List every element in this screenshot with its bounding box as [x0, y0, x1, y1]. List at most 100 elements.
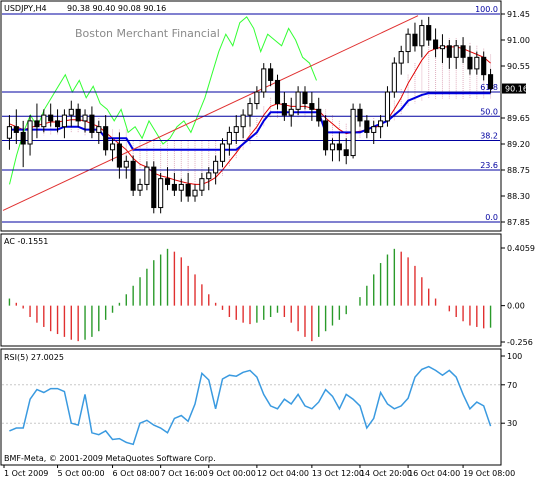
candle-body: [103, 126, 109, 151]
candle-body: [96, 126, 102, 133]
candle-body: [240, 114, 246, 128]
candle-body: [488, 74, 494, 90]
candlesticks: [6, 16, 494, 214]
rsi-axis-tick-label: 70: [507, 381, 517, 390]
candle-body: [323, 120, 329, 151]
candle-body: [281, 103, 287, 116]
price-axis-tick-label: 91.45: [507, 10, 530, 19]
candle-body: [460, 45, 466, 58]
candle-body: [13, 126, 19, 133]
candle-body: [27, 120, 33, 145]
price-axis-tick-label: 89.20: [507, 140, 530, 149]
candle-body: [261, 68, 267, 93]
ac-pane-title: AC -0.1551: [4, 237, 48, 246]
rsi-pane-title: RSI(5) 27.0025: [4, 353, 64, 362]
time-axis-tick-label: 13 Oct 12:00: [312, 469, 364, 478]
candle-body: [412, 33, 418, 47]
candle-body: [453, 45, 459, 58]
candle-body: [206, 172, 212, 180]
candle-body: [329, 143, 336, 151]
candle-body: [20, 131, 26, 145]
candle-body: [433, 39, 439, 50]
candle-body: [467, 56, 473, 70]
candle-body: [109, 143, 116, 151]
price-pane-watermark: Boston Merchant Financial: [75, 27, 220, 40]
candle-body: [378, 120, 384, 128]
candle-body: [233, 126, 239, 133]
candle-body: [274, 79, 281, 105]
candle-body: [481, 56, 487, 76]
candle-body: [384, 91, 391, 122]
candle-body: [357, 108, 363, 122]
time-axis-tick-label: 16 Oct 04:00: [408, 469, 460, 478]
candle-body: [288, 108, 294, 116]
fib-level-label: 50.0: [480, 107, 498, 116]
candle-body: [130, 160, 136, 191]
rsi-axis-tick-label: 30: [507, 419, 517, 428]
time-axis-tick-label: 19 Oct 08:00: [463, 469, 515, 478]
price-axis-tick-label: 88.75: [507, 166, 530, 175]
candle-body: [6, 126, 12, 139]
candle-body: [474, 56, 480, 70]
ac-pane-frame: [0, 233, 502, 347]
rsi-axis: 100 70 30: [2, 352, 522, 428]
candle-body: [439, 45, 446, 50]
fib-level-label: 23.6: [480, 161, 498, 170]
rsi-series-line: [9, 365, 492, 446]
ac-pane: AC -0.1551 0.4059 0.00 -0.256: [0, 233, 535, 347]
candle-body: [41, 114, 47, 128]
green-indicator-line: [9, 16, 317, 185]
rsi-pane: RSI(5) 27.0025 BMF-Meta, © 2001-2009 Met…: [0, 348, 522, 466]
price-axis-tick-label: 87.85: [507, 218, 530, 227]
candle-body: [199, 178, 205, 191]
candle-body: [137, 183, 143, 191]
candle-body: [192, 189, 198, 197]
price-current-box: [502, 83, 526, 94]
candle-body: [398, 51, 404, 64]
ac-axis-tick-label: 0.4059: [507, 244, 535, 253]
time-axis-tick-label: 14 Oct 20:00: [360, 469, 412, 478]
rsi-pane-copyright: BMF-Meta, © 2001-2009 MetaQuotes Softwar…: [4, 454, 216, 463]
candle-body: [82, 114, 88, 122]
candle-body: [144, 166, 150, 185]
candle-body: [178, 183, 184, 191]
candle-body: [219, 143, 226, 162]
candle-body: [116, 143, 122, 168]
trend-line: [2, 15, 419, 211]
candle-body: [247, 103, 253, 116]
candle-body: [158, 178, 164, 209]
candle-body: [54, 120, 61, 128]
time-axis-tick-label: 12 Oct 04:00: [257, 469, 309, 478]
price-axis-tick-label: 88.30: [507, 192, 530, 201]
time-axis-tick-label: 9 Oct 00:00: [209, 469, 256, 478]
candle-body: [185, 183, 191, 197]
candle-body: [268, 68, 274, 81]
time-axis-tick-label: 5 Oct 00:00: [58, 469, 105, 478]
price-pane: USDJPY,H4 90.38 90.40 90.08 90.16 Boston…: [0, 0, 530, 232]
price-axis-tick-label: 90.55: [507, 62, 530, 71]
candle-body: [48, 114, 54, 122]
fib-level-label: 38.2: [480, 132, 498, 141]
candle-body: [343, 149, 349, 157]
candle-body: [316, 108, 322, 122]
candle-body: [391, 62, 397, 93]
fib-level-label: 0.0: [485, 213, 498, 222]
candle-body: [426, 25, 432, 41]
candle-body: [123, 160, 129, 168]
candle-body: [75, 108, 81, 122]
time-axis-tick-label: 6 Oct 08:00: [113, 469, 160, 478]
candle-body: [226, 131, 232, 145]
time-axis-tick-label: 7 Oct 16:00: [161, 469, 208, 478]
candle-body: [171, 183, 177, 191]
candle-body: [336, 143, 342, 151]
rsi-axis-tick-label: 100: [507, 352, 522, 361]
time-axis-tick-label: 1 Oct 2009: [4, 469, 48, 478]
rsi-line: [9, 365, 492, 446]
candle-body: [405, 33, 411, 53]
candle-body: [151, 166, 157, 209]
rsi-pane-frame: [0, 348, 502, 466]
candle-body: [164, 178, 171, 185]
candle-body: [302, 91, 308, 105]
ac-axis-tick-label: 0.00: [507, 302, 525, 311]
